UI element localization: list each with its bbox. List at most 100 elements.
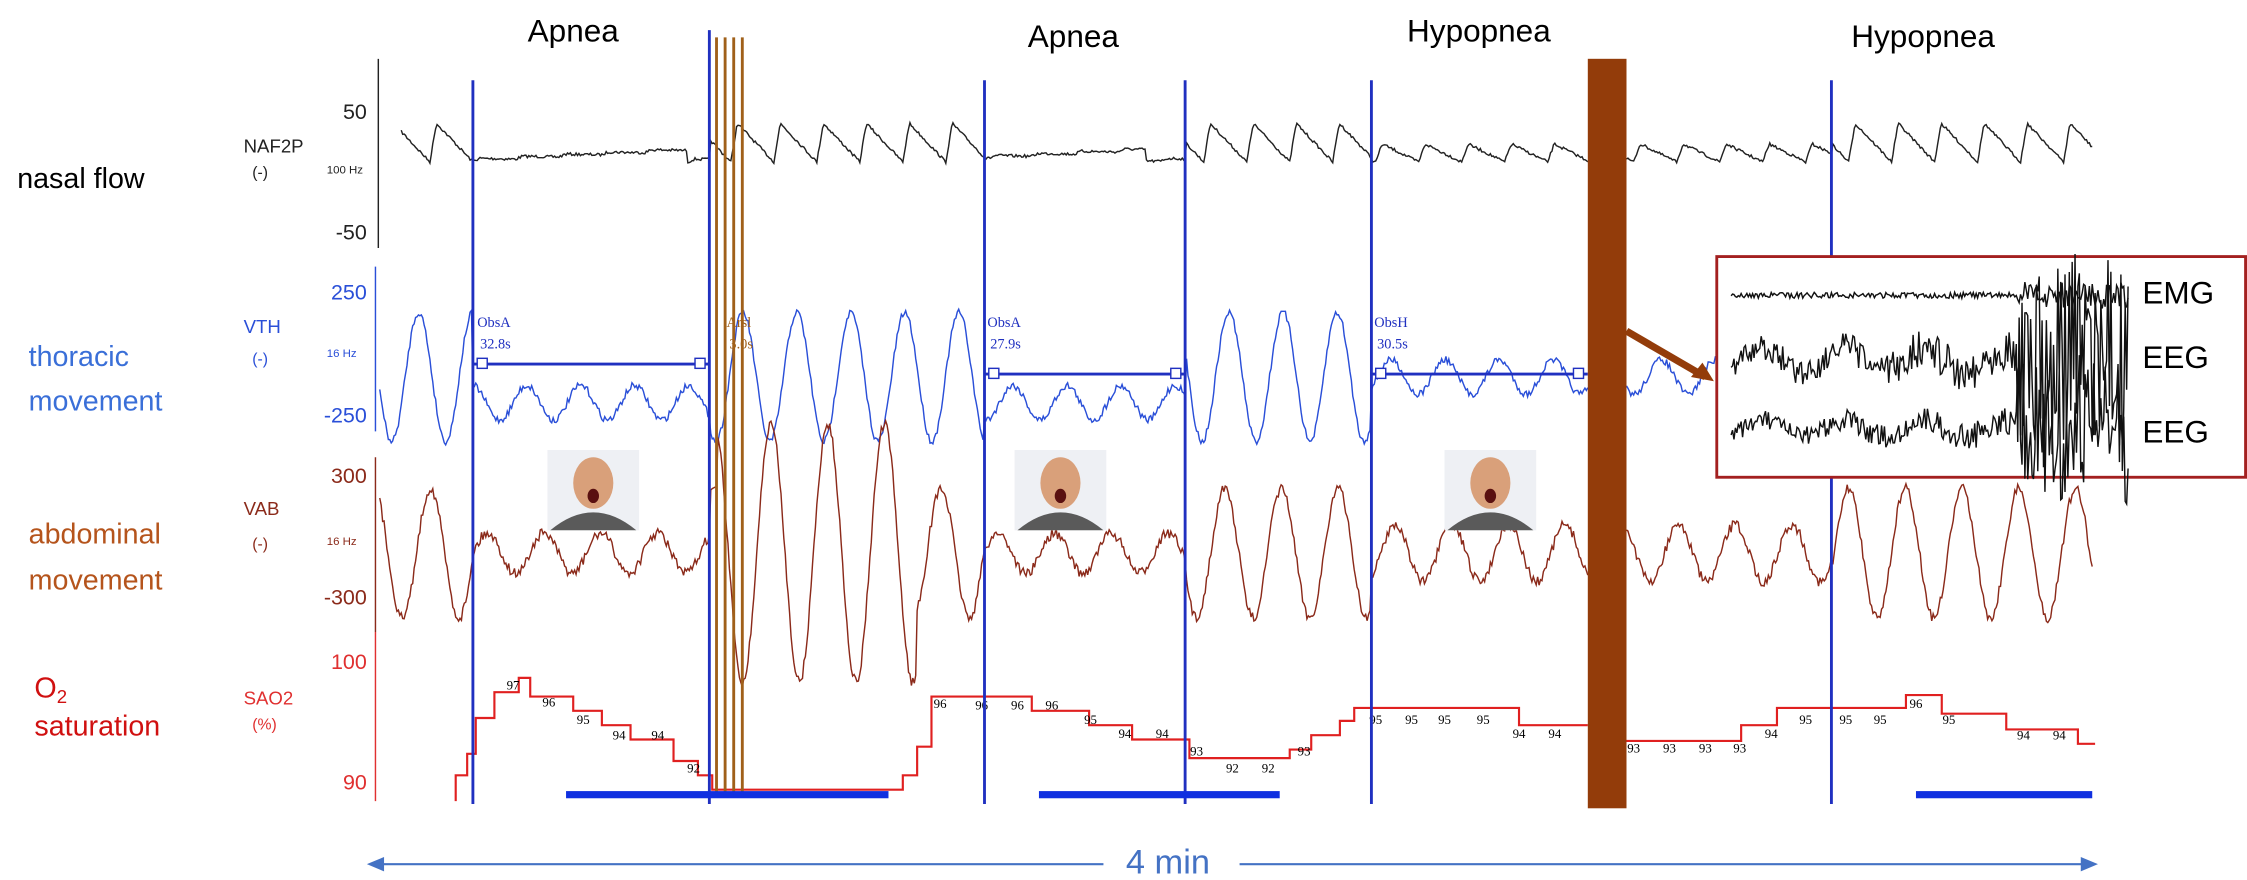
sao2-reading: 94 [2017, 729, 2030, 743]
sao2-reading: 95 [1799, 713, 1812, 727]
o2-symbol: O [34, 672, 56, 704]
sao2-reading: 93 [1733, 741, 1746, 755]
sampling-rate: 16 Hz [327, 536, 357, 548]
event-title: Apnea [528, 12, 620, 48]
face [1470, 457, 1511, 509]
sao2-reading: 94 [1548, 727, 1561, 741]
inset-trace [1730, 281, 2129, 310]
sao2-reading: 95 [1477, 713, 1490, 727]
channel-name: SAO2 [244, 687, 294, 708]
span-handle [988, 367, 1000, 380]
scale-bottom: 90 [343, 771, 367, 795]
sao2-reading: 96 [1910, 697, 1923, 711]
mouth [1054, 488, 1067, 504]
inset-label: EEG [2142, 339, 2209, 375]
sao2-reading: 94 [1513, 727, 1526, 741]
sao2-reading: 97 [507, 678, 520, 692]
sao2-reading: 94 [613, 729, 626, 743]
sao2-reading: 95 [1438, 713, 1451, 727]
channel-name: VAB [244, 498, 280, 519]
scale-top: 50 [343, 100, 367, 124]
scoring-label: ObsA [987, 315, 1021, 331]
event-bar [1915, 791, 2093, 799]
scale-top: 300 [331, 464, 367, 488]
channel-unit: (-) [252, 536, 268, 553]
sao2-reading: 95 [1084, 713, 1097, 727]
event-bar [1038, 791, 1280, 799]
span-handle [476, 357, 488, 370]
channel-name: VTH [244, 316, 281, 337]
scale-top: 250 [331, 281, 367, 305]
channel-description: saturation [34, 711, 160, 743]
span-handle [1374, 367, 1387, 380]
sao2-reading: 95 [1942, 713, 1955, 727]
sao2-reading: 94 [1118, 727, 1131, 741]
waveform [400, 120, 2093, 166]
sao2-reading: 93 [1627, 741, 1640, 755]
sao2-step [454, 676, 1588, 802]
sao2-reading: 96 [934, 697, 947, 711]
scale-bottom: -50 [336, 220, 367, 244]
sao2-reading: 95 [1874, 713, 1887, 727]
scoring-label: Arsl [727, 315, 752, 331]
inset-label: EMG [2142, 275, 2214, 311]
scoring-label: ObsH [1374, 315, 1407, 331]
channel-description: abdominal [29, 519, 161, 551]
body [550, 512, 637, 531]
sao2-reading: 93 [1663, 741, 1676, 755]
sao2-reading: 92 [1226, 762, 1239, 776]
channel-unit: (-) [252, 351, 268, 368]
sao2-reading: 94 [1765, 727, 1778, 741]
sao2-reading: 93 [1298, 744, 1311, 758]
scale-bottom: -250 [324, 404, 367, 428]
sao2-reading: 92 [687, 762, 700, 776]
mouth [1484, 488, 1497, 504]
sao2-reading: 94 [1156, 727, 1169, 741]
gap-bar [1587, 58, 1627, 809]
event-title: Apnea [1028, 18, 1120, 54]
sao2-reading: 96 [1011, 698, 1024, 712]
arrowhead [366, 857, 385, 872]
body [1447, 512, 1534, 531]
inset-trace [1730, 355, 2129, 507]
inset-arrowhead [1690, 362, 1714, 382]
sao2-reading: 95 [1405, 713, 1418, 727]
inset-trace [1730, 253, 2129, 471]
scoring-duration: 32.8s [480, 337, 511, 353]
sao2-reading: 94 [651, 729, 664, 743]
sao2-reading: 94 [2053, 729, 2066, 743]
duration-label: 4 min [1126, 843, 1210, 880]
face [1040, 457, 1081, 509]
sao2-reading: 96 [542, 696, 555, 710]
sao2-reading: 95 [577, 713, 590, 727]
scoring-label: ObsA [477, 315, 511, 331]
channel-description: thoracic [29, 341, 129, 373]
inset-label: EEG [2142, 414, 2209, 450]
span-handle [694, 357, 706, 370]
scoring-duration: 30.5s [1377, 337, 1408, 353]
sao2-reading: 92 [1262, 762, 1275, 776]
channel-description: O2 [34, 672, 67, 707]
channel-description: nasal flow [17, 163, 145, 195]
scoring-duration: 27.9s [990, 337, 1021, 353]
sampling-rate: 16 Hz [327, 348, 357, 360]
channel-unit: (-) [252, 165, 268, 182]
waveforms: 97 96 95 94 94 92 96 96 96 96 95 94 94 93 92 92 93 95 95 95… [379, 30, 2096, 804]
sampling-rate: 100 Hz [327, 165, 364, 177]
sao2-reading: 93 [1190, 744, 1203, 758]
span-handle [1170, 367, 1182, 380]
arrowhead [2080, 857, 2098, 872]
channel-description: movement [29, 564, 163, 596]
mouth [587, 488, 600, 504]
scoring-duration: 3.0s [729, 337, 753, 353]
sao2-reading: 95 [1839, 713, 1852, 727]
channel-unit: (%) [252, 716, 277, 733]
sao2-reading: 93 [1699, 741, 1712, 755]
scale-bottom: -300 [324, 586, 367, 610]
channel-labels: NAF2P (-) 100 Hz 50 -50 VTH (-) 16 Hz 250 -250 VAB… [244, 58, 380, 802]
channel-name: NAF2P [244, 136, 304, 157]
event-bar [566, 791, 889, 799]
inset-arrow [1624, 327, 1708, 381]
span-handle [1572, 367, 1585, 380]
